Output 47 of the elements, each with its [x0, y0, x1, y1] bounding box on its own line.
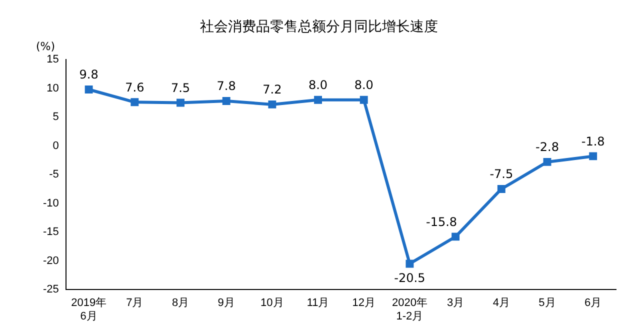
y-tick-label: 10 [46, 82, 59, 94]
x-tick-label: 2020年 1-2月 [392, 297, 428, 322]
data-label: 8.0 [354, 78, 374, 92]
point [452, 232, 460, 241]
y-tick-label: -10 [42, 197, 59, 210]
data-label: -20.5 [394, 270, 426, 285]
point [314, 96, 322, 104]
data-label: 9.8 [79, 68, 98, 82]
y-tick-label: 5 [52, 111, 59, 124]
point [497, 185, 506, 193]
x-tick-label: 8月 [172, 297, 190, 310]
x-tick-label: 5月 [538, 297, 556, 310]
x-tick-label: 10月 [260, 297, 284, 310]
data-label: 7.5 [170, 80, 190, 95]
point [406, 260, 414, 268]
point [589, 152, 598, 160]
data-label: -15.8 [426, 214, 458, 229]
y-axis-title: (%) [36, 40, 56, 53]
data-label: 7.2 [262, 82, 282, 97]
data-label: -2.8 [536, 140, 559, 154]
y-tick-label: 0 [52, 140, 59, 152]
y-tick-label: -25 [42, 284, 59, 296]
chart-title: 社会消费品零售总额分月同比增长速度 [199, 18, 439, 36]
point [222, 97, 230, 105]
data-label: 7.6 [125, 80, 144, 94]
y-tick-label: -5 [49, 168, 59, 181]
x-tick-label: 4月 [492, 297, 510, 310]
y-tick-label: -15 [42, 226, 59, 238]
x-tick-label: 9月 [218, 297, 235, 310]
y-tick-label: -20 [42, 254, 59, 267]
point [268, 100, 276, 108]
x-tick-label: 3月 [446, 297, 464, 310]
data-label: 7.8 [216, 79, 236, 94]
point [360, 96, 368, 104]
point [543, 158, 552, 166]
y-tick-label: 15 [46, 54, 59, 66]
x-tick-label: 11月 [306, 297, 330, 310]
data-label: -1.8 [581, 134, 605, 148]
data-label: 8.0 [308, 78, 328, 92]
point [84, 86, 93, 94]
point [130, 98, 139, 106]
point [176, 98, 184, 107]
x-tick-label: 2019年 6月 [71, 297, 107, 322]
x-tick-label: 6月 [584, 297, 602, 310]
x-tick-label: 7月 [126, 297, 144, 310]
x-tick-label: 12月 [352, 297, 376, 310]
data-label: -7.5 [490, 167, 514, 182]
